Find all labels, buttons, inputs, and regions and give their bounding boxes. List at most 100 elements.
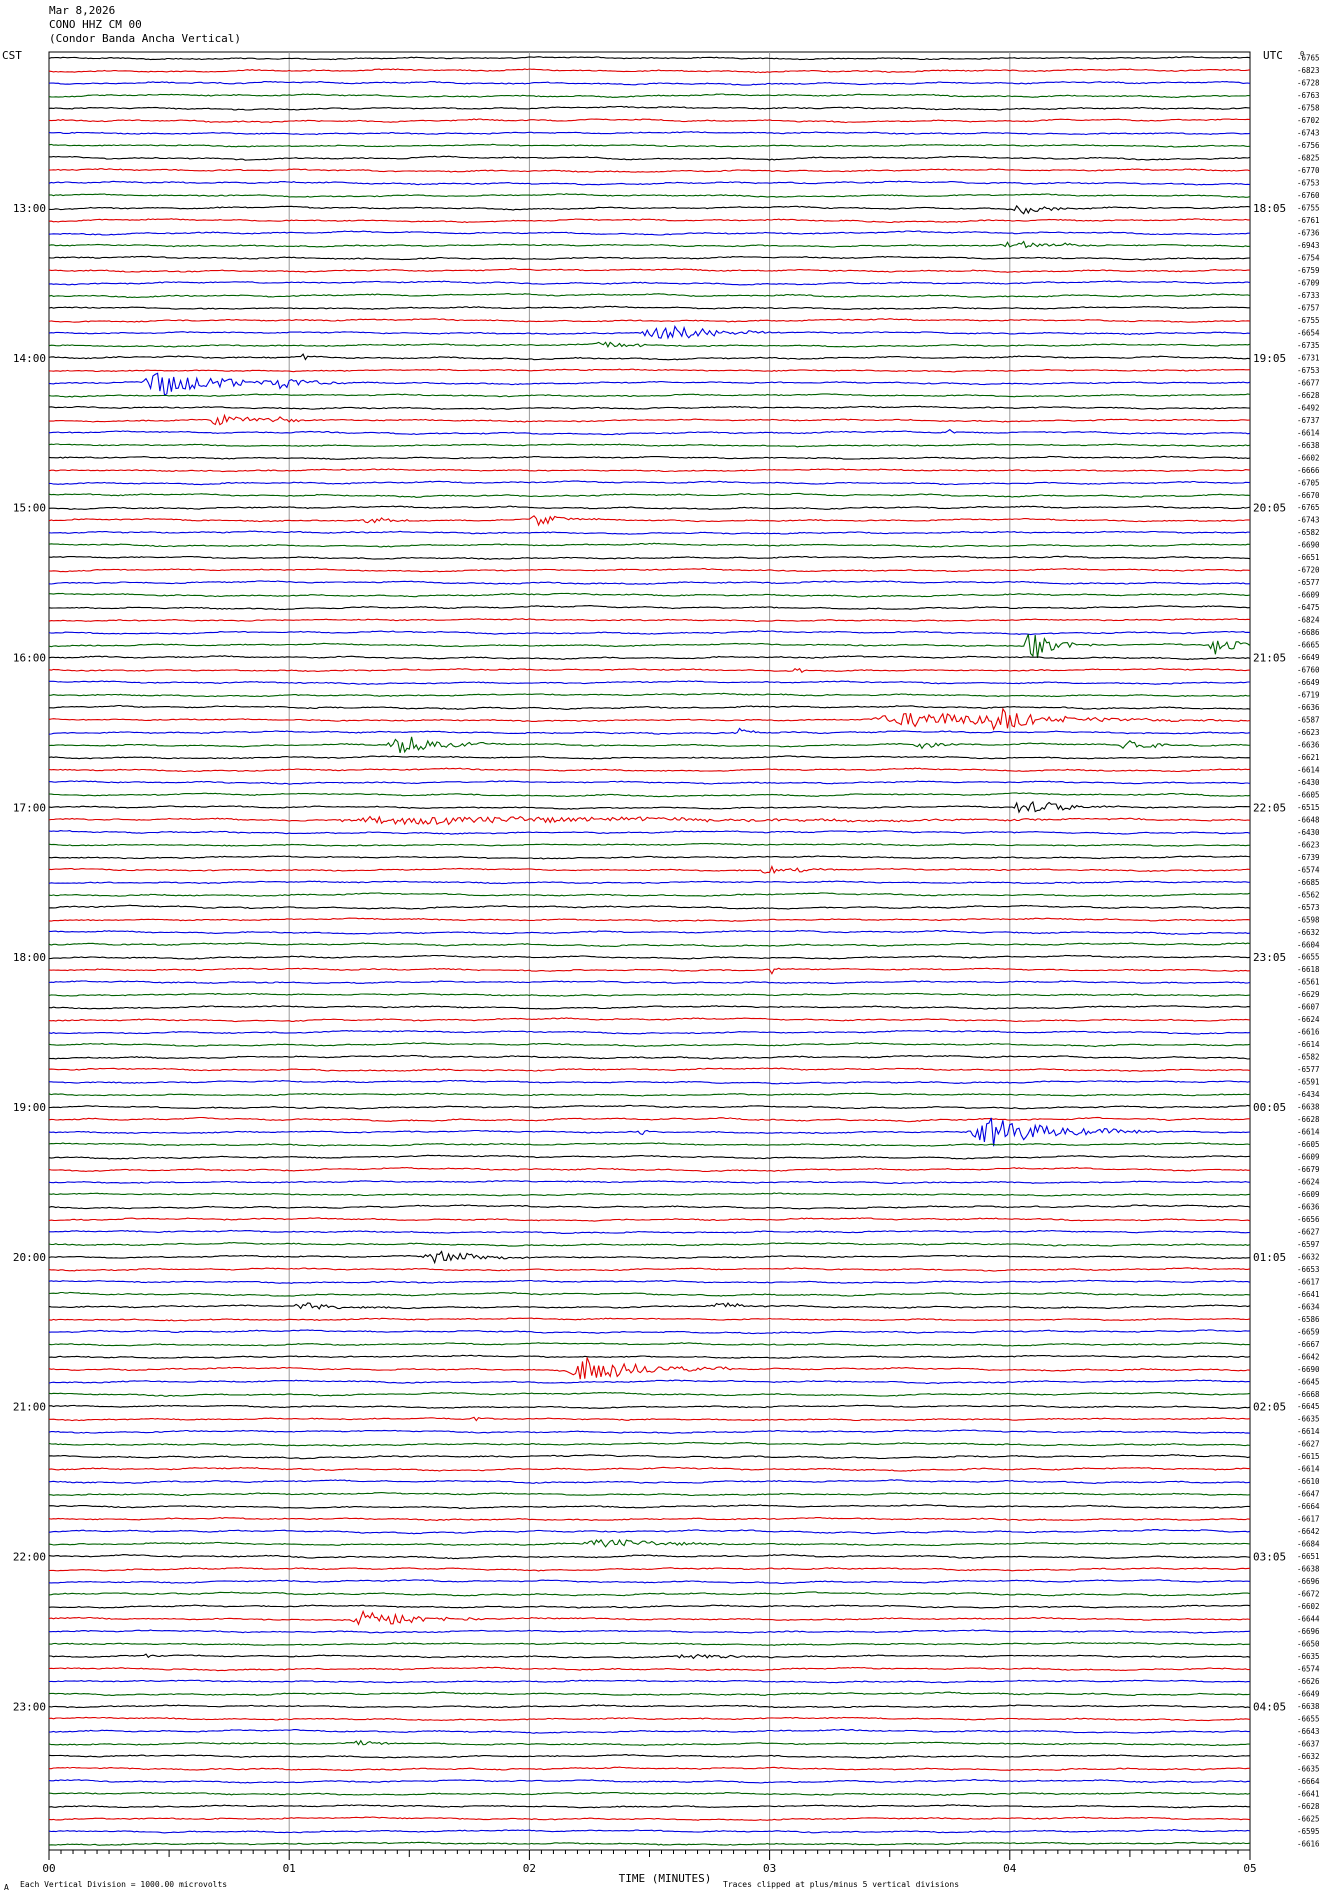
trace-line <box>48 1279 1251 1284</box>
trace-offset-label: -6598 <box>1297 915 1320 924</box>
trace-line <box>48 667 1251 674</box>
trace-offset-label: -6731 <box>1297 353 1320 362</box>
trace-offset-label: -6709 <box>1297 278 1320 287</box>
trace-line <box>48 830 1251 835</box>
trace-line <box>48 1591 1251 1597</box>
trace-offset-label: -6823 <box>1297 66 1320 75</box>
trace-offset-label: -6597 <box>1297 1240 1320 1249</box>
trace-offset-label: -6635 <box>1297 1415 1320 1424</box>
trace-line <box>48 1180 1251 1185</box>
trace-offset-label: -6728 <box>1297 79 1320 88</box>
trace-line <box>48 1154 1251 1160</box>
trace-offset-label: -6679 <box>1297 1165 1320 1174</box>
trace-line <box>48 618 1251 623</box>
trace-line <box>48 954 1251 960</box>
trace-offset-label: -6668 <box>1297 1390 1320 1399</box>
right-hour-label: 03:05 <box>1253 1551 1286 1564</box>
trace-offset-label: -6609 <box>1297 1190 1320 1199</box>
trace-offset-label: -6648 <box>1297 815 1320 824</box>
trace-line <box>48 1267 1251 1272</box>
trace-line <box>48 792 1251 798</box>
trace-line <box>48 1641 1251 1646</box>
trace-offset-label: -6628 <box>1297 1802 1320 1811</box>
trace-offset-label: -6672 <box>1297 1590 1320 1599</box>
trace-offset-label: -6755 <box>1297 316 1320 325</box>
right-hour-label: 18:05 <box>1253 202 1286 215</box>
trace-offset-label: -6636 <box>1297 703 1320 712</box>
right-hour-label: 04:05 <box>1253 1700 1286 1713</box>
trace-line <box>48 967 1251 975</box>
trace-line <box>48 368 1251 373</box>
trace-line <box>48 468 1251 473</box>
trace-line <box>48 605 1251 611</box>
trace-line <box>48 341 1251 348</box>
trace-offset-label: -6562 <box>1297 890 1320 899</box>
trace-offset-label: -6632 <box>1297 1252 1320 1261</box>
clip-note: Traces clipped at plus/minus 5 vertical … <box>723 1880 960 1889</box>
trace-offset-label: -6577 <box>1297 1065 1320 1074</box>
station-description: (Condor Banda Ancha Vertical) <box>49 32 242 45</box>
trace-offset-label: -6621 <box>1297 753 1320 762</box>
trace-offset-label: -6654 <box>1297 328 1320 337</box>
left-hour-label: 20:00 <box>13 1251 46 1264</box>
trace-line <box>48 1479 1251 1484</box>
trace-offset-label: -6609 <box>1297 1153 1320 1162</box>
cst-axis-label: CST <box>2 49 22 62</box>
plot-frame <box>48 51 1251 1851</box>
trace-line <box>48 592 1251 598</box>
trace-offset-label: -6761 <box>1297 216 1320 225</box>
utc-axis-label: UTC <box>1263 49 1283 62</box>
left-hour-label: 18:00 <box>13 951 46 964</box>
trace-offset-label: -6737 <box>1297 416 1320 425</box>
trace-offset-label: -6743 <box>1297 129 1320 138</box>
trace-offset-label: -6623 <box>1297 728 1320 737</box>
trace-line <box>48 1816 1251 1821</box>
trace-offset-label: -6649 <box>1297 1689 1320 1698</box>
trace-line <box>48 1067 1251 1072</box>
x-tick-label: 01 <box>283 1862 296 1875</box>
trace-line <box>48 1791 1251 1796</box>
trace-offset-label: -6647 <box>1297 1490 1320 1499</box>
trace-offset-label: -6629 <box>1297 990 1320 999</box>
trace-offset-label: -6664 <box>1297 1777 1320 1786</box>
trace-offset-label: -6666 <box>1297 466 1320 475</box>
trace-offset-label: -6614 <box>1297 1427 1320 1436</box>
trace-offset-label: -6690 <box>1297 1365 1320 1374</box>
x-tick-label: 05 <box>1243 1862 1256 1875</box>
trace-line <box>48 1042 1251 1048</box>
trace-offset-label: -6641 <box>1297 1789 1320 1798</box>
trace-offset-label: -6625 <box>1297 1814 1320 1823</box>
x-axis-label: TIME (MINUTES) <box>619 1872 712 1885</box>
trace-offset-label: -6614 <box>1297 428 1320 437</box>
trace-line <box>48 1391 1251 1397</box>
trace-line <box>48 505 1251 510</box>
trace-line <box>48 1716 1251 1722</box>
trace-line <box>48 1354 1251 1359</box>
trace-line <box>48 1291 1251 1297</box>
trace-line <box>48 1841 1251 1846</box>
right-hour-label: 01:05 <box>1253 1251 1286 1264</box>
trace-line <box>48 1017 1251 1023</box>
trace-line <box>48 1250 1251 1265</box>
trace-offset-label: -6573 <box>1297 903 1320 912</box>
left-hour-label: 15:00 <box>13 502 46 515</box>
trace-offset-label: -6609 <box>1297 591 1320 600</box>
trace-offset-label: -6614 <box>1297 1465 1320 1474</box>
trace-offset-label: -6632 <box>1297 1752 1320 1761</box>
trace-line <box>48 68 1251 74</box>
trace-offset-label: -6614 <box>1297 765 1320 774</box>
trace-line <box>48 1492 1251 1497</box>
trace-line <box>48 1404 1251 1409</box>
trace-line <box>49 1653 1251 1660</box>
trace-offset-label: -6733 <box>1297 291 1320 300</box>
trace-line <box>48 707 1251 731</box>
trace-offset-label: -6690 <box>1297 541 1320 550</box>
trace-offset-label: -6586 <box>1297 1315 1320 1324</box>
trace-line <box>48 1567 1251 1572</box>
trace-line <box>48 880 1251 885</box>
x-tick-label: 00 <box>42 1862 55 1875</box>
trace-line <box>48 443 1251 448</box>
left-hour-label: 16:00 <box>13 652 46 665</box>
trace-line <box>48 1609 1251 1626</box>
